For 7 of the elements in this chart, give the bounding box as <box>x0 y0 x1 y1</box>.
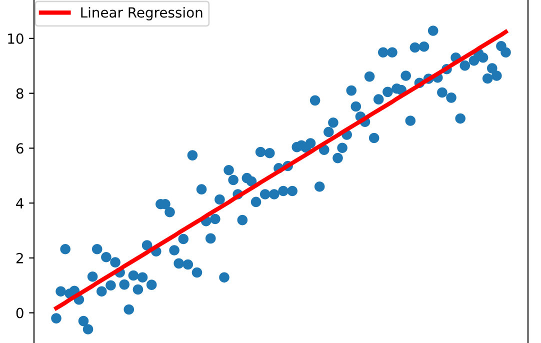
legend-label: Linear Regression <box>81 6 202 20</box>
y-tick-label: 10 <box>8 33 24 44</box>
y-tick-label: 4 <box>16 198 24 208</box>
y-tick-label: 8 <box>16 88 24 99</box>
y-tick-label: 0 <box>16 308 24 318</box>
y-tick-label: 2 <box>16 252 23 264</box>
y-tick-label: 6 <box>16 143 24 154</box>
